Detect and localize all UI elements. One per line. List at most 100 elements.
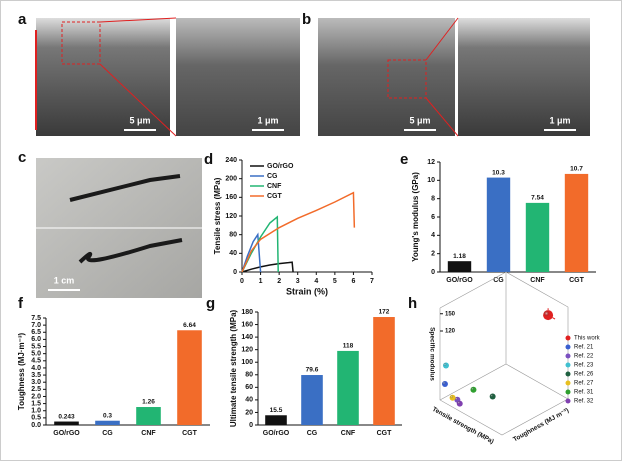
panel-label: g: [206, 295, 215, 312]
y-tick-label: 0: [233, 269, 237, 276]
y-tick-label: 180: [241, 309, 253, 316]
bar: [301, 375, 323, 425]
legend-swatch: [565, 380, 571, 386]
y-tick-label: 120: [225, 213, 237, 220]
legend-label: Ref. 31: [574, 390, 594, 396]
y-tick-label: 6.5: [31, 329, 41, 336]
value-label: 0.243: [58, 413, 75, 420]
value-label: 7.54: [531, 195, 544, 202]
value-label: 6.64: [183, 322, 196, 329]
value-label: 1.26: [142, 399, 155, 406]
axis-box: [439, 271, 569, 436]
y-tick-label: 80: [245, 372, 253, 379]
y-tick-label: 1.5: [31, 400, 41, 407]
y-tick-label: 6: [431, 214, 435, 221]
y-tick-label: 0: [431, 269, 435, 276]
bar: [373, 317, 395, 425]
x-tick-label: CG: [307, 430, 318, 437]
legend-label: CNF: [267, 183, 282, 190]
legend-label: This work: [574, 336, 601, 342]
y-tick-label: 0.0: [31, 422, 41, 429]
x-tick-label: CGT: [569, 277, 585, 284]
x-tick-label: CNF: [530, 277, 545, 284]
bar: [136, 407, 161, 425]
y-tick-label: 120: [241, 347, 253, 354]
value-label: 118: [343, 343, 354, 350]
line-series: [241, 232, 262, 273]
value-label: 10.7: [570, 166, 583, 173]
zoom-line: [99, 17, 177, 23]
bar: [95, 420, 120, 425]
y-tick-label: 160: [225, 194, 237, 201]
value-label: 79.6: [306, 367, 319, 374]
y-tick-label: 20: [245, 409, 253, 416]
scale-label: 5 μm: [129, 115, 150, 125]
y-tick-label: 140: [241, 334, 253, 341]
legend-swatch: [565, 389, 571, 395]
y-tick-label: 60: [245, 384, 253, 391]
y-tick-label: 2: [431, 251, 435, 258]
panel-label: a: [18, 11, 27, 28]
bar: [54, 421, 79, 425]
y-axis-label: Tensile stress (MPa): [213, 177, 222, 254]
y-tick-label: 7.0: [31, 322, 41, 329]
y-tick-label: 80: [229, 232, 237, 239]
line-series: [241, 215, 279, 273]
legend-swatch: [565, 398, 571, 404]
point-shine: [449, 394, 454, 399]
bar: [525, 202, 550, 272]
y-tick-label: 8: [431, 196, 435, 203]
sem-image: [318, 18, 455, 136]
zoom-line: [99, 63, 177, 137]
y-tick-label: 12: [427, 159, 435, 166]
x-tick-label: GO/rGO: [53, 430, 80, 437]
panel-label: b: [302, 11, 311, 28]
y-tick-label: 40: [229, 250, 237, 257]
y-tick-label: 0.5: [31, 415, 41, 422]
legend-label: Ref. 32: [574, 399, 594, 405]
bar: [447, 261, 472, 272]
point-shine: [489, 393, 494, 398]
sem-image: [458, 18, 590, 136]
y-axis-label: Ultimate tensile strength (MPa): [229, 309, 238, 427]
x-tick-label: 6: [351, 278, 355, 285]
y-tick-label: 3.0: [31, 379, 41, 386]
x-tick-label: CG: [102, 430, 113, 437]
zoom-box: [387, 59, 427, 99]
x-tick-label: CNF: [141, 430, 156, 437]
y-tick-label: 3.5: [31, 372, 41, 379]
x-tick-label: CNF: [341, 430, 356, 437]
x-tick-label: 3: [296, 278, 300, 285]
legend-swatch: [565, 344, 571, 350]
film: [78, 238, 183, 264]
legend-label: Ref. 26: [574, 372, 594, 378]
sem-image: [176, 18, 300, 136]
y-tick-label: 6.0: [31, 336, 41, 343]
y-tick-label: 4.0: [31, 365, 41, 372]
y-tick-label: 10: [427, 177, 435, 184]
panel-label: f: [18, 295, 24, 312]
bar: [177, 330, 202, 425]
y-tick-label: 200: [225, 176, 237, 183]
legend-label: GO/rGO: [267, 163, 294, 170]
value-label: 0.3: [103, 412, 112, 419]
legend-swatch: [565, 335, 571, 341]
y-tick-label: 5.0: [31, 351, 41, 358]
value-label: 15.5: [270, 407, 283, 414]
x-tick-label: GO/rGO: [446, 277, 473, 284]
legend-label: Ref. 27: [574, 381, 594, 387]
zoom-line: [425, 97, 459, 137]
point-shine: [456, 400, 461, 405]
panel-label: h: [408, 295, 417, 312]
x-tick-label: CGT: [377, 430, 393, 437]
z-axis-label: Specific modulus: [428, 327, 435, 381]
y-tick-label: 40: [245, 397, 253, 404]
scale-label: 1 cm: [54, 275, 75, 285]
scale-label: 1 μm: [257, 115, 278, 125]
value-label: 10.3: [492, 169, 505, 176]
scale-label: 1 μm: [549, 115, 570, 125]
x-tick-label: 4: [314, 278, 318, 285]
value-label: 1.18: [453, 253, 466, 260]
film: [69, 174, 181, 202]
